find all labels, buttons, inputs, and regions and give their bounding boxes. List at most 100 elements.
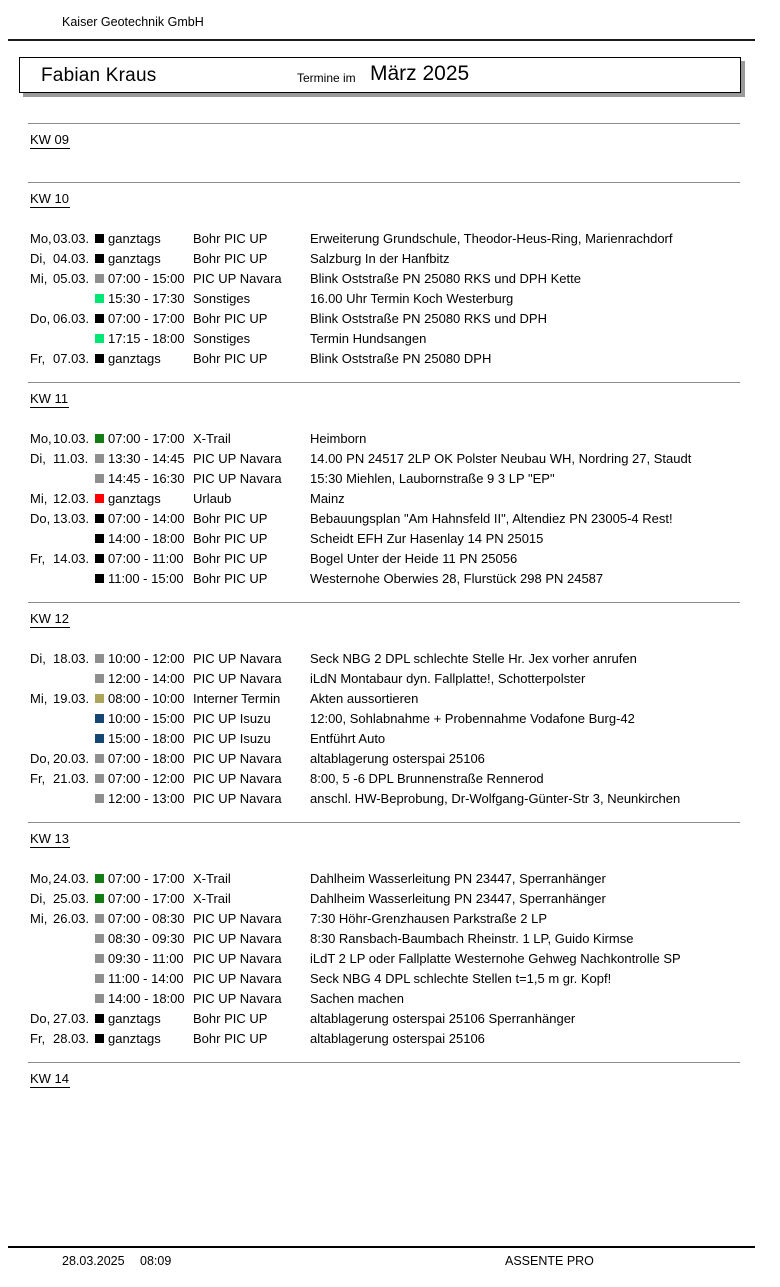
entry-day-date: 05.03.	[53, 271, 90, 286]
appointment-row: 10:00 - 15:00 PIC UP Isuzu 12:00, Sohlab…	[0, 709, 780, 729]
entry-day	[30, 531, 53, 546]
entry-description: Bogel Unter der Heide 11 PN 25056	[310, 551, 518, 566]
entry-day: Mo,24.03.	[30, 871, 89, 886]
entry-time: ganztags	[108, 231, 161, 246]
entry-day: Do, 13.03.	[30, 511, 89, 526]
category-color-square	[95, 234, 104, 243]
entry-category: Bohr PIC UP	[193, 311, 268, 326]
entry-description: altablagerung osterspai 25106	[310, 1031, 485, 1046]
entry-day-date: 26.03.	[53, 911, 90, 926]
category-color-square	[95, 914, 104, 923]
entry-description: Sachen machen	[310, 991, 404, 1006]
title-box: Fabian Kraus Termine im März 2025	[19, 57, 741, 93]
entry-day-abbr: Mi,	[30, 911, 48, 926]
entry-day-abbr: Di,	[30, 651, 46, 666]
entry-day-date: 28.03.	[53, 1031, 90, 1046]
category-color-square	[95, 434, 104, 443]
entry-time: 08:00 - 10:00	[108, 691, 185, 706]
category-color-square	[95, 314, 104, 323]
category-color-square	[95, 354, 104, 363]
entry-category: PIC UP Navara	[193, 451, 282, 466]
category-color-square	[95, 1014, 104, 1023]
category-color-square	[95, 994, 104, 1003]
entry-category: Interner Termin	[193, 691, 281, 706]
entry-time: 07:00 - 17:00	[108, 891, 185, 906]
entry-category: X-Trail	[193, 871, 231, 886]
entry-description: altablagerung osterspai 25106 Sperranhän…	[310, 1011, 576, 1026]
header-rule	[8, 39, 755, 41]
entry-description: Termin Hundsangen	[310, 331, 427, 346]
entry-time: ganztags	[108, 1031, 161, 1046]
title-prefix: Termine im	[297, 71, 356, 85]
appointment-row: Mo,03.03. ganztags Bohr PIC UP Erweiteru…	[0, 229, 780, 249]
print-time: 08:09	[140, 1254, 172, 1268]
week-rule	[28, 602, 740, 603]
entry-day: Fr, 07.03.	[30, 351, 89, 366]
entry-day-date: 18.03.	[53, 651, 90, 666]
entry-day-date: 20.03.	[53, 751, 90, 766]
entry-category: PIC UP Navara	[193, 671, 282, 686]
appointment-row: 12:00 - 13:00 PIC UP Navara anschl. HW-B…	[0, 789, 780, 809]
entry-day-abbr: Fr,	[30, 351, 46, 366]
person-name: Fabian Kraus	[41, 65, 157, 86]
appointment-row: 12:00 - 14:00 PIC UP Navara iLdN Montaba…	[0, 669, 780, 689]
entry-day-date: 25.03.	[53, 891, 90, 906]
entry-category: Bohr PIC UP	[193, 351, 268, 366]
entry-time: 14:45 - 16:30	[108, 471, 185, 486]
entry-category: PIC UP Navara	[193, 751, 282, 766]
week-rule	[28, 382, 740, 383]
entry-category: PIC UP Navara	[193, 931, 282, 946]
appointment-row: Di, 18.03. 10:00 - 12:00 PIC UP Navara Se…	[0, 649, 780, 669]
entry-description: Scheidt EFH Zur Hasenlay 14 PN 25015	[310, 531, 544, 546]
entry-day-date: 19.03.	[53, 691, 90, 706]
appointment-row: 14:00 - 18:00 PIC UP Navara Sachen mache…	[0, 989, 780, 1009]
entry-time: ganztags	[108, 251, 161, 266]
entry-day	[30, 671, 53, 686]
category-color-square	[95, 754, 104, 763]
appointment-row: 15:00 - 18:00 PIC UP Isuzu Entführt Auto	[0, 729, 780, 749]
entry-description: Salzburg In der Hanfbitz	[310, 251, 450, 266]
entry-day: Mi, 05.03.	[30, 271, 89, 286]
entry-description: 7:30 Höhr-Grenzhausen Parkstraße 2 LP	[310, 911, 548, 926]
entry-category: PIC UP Navara	[193, 791, 282, 806]
entry-description: 12:00, Sohlabnahme + Probennahme Vodafon…	[310, 711, 635, 726]
entry-time: ganztags	[108, 351, 161, 366]
week-label: KW 14	[30, 1071, 71, 1088]
entry-day: Do, 27.03.	[30, 1011, 89, 1026]
entry-category: Bohr PIC UP	[193, 531, 268, 546]
appointment-row: Mo,10.03. 07:00 - 17:00 X-Trail Heimborn	[0, 429, 780, 449]
entry-description: Seck NBG 2 DPL schlechte Stelle Hr. Jex …	[310, 651, 637, 666]
appointment-row: 09:30 - 11:00 PIC UP Navara iLdT 2 LP od…	[0, 949, 780, 969]
appointment-row: Do, 20.03. 07:00 - 18:00 PIC UP Navara al…	[0, 749, 780, 769]
category-color-square	[95, 894, 104, 903]
entry-category: PIC UP Navara	[193, 911, 282, 926]
entry-category: PIC UP Navara	[193, 771, 282, 786]
entry-time: 13:30 - 14:45	[108, 451, 185, 466]
category-color-square	[95, 734, 104, 743]
entry-day-abbr: Do,	[30, 511, 51, 526]
entry-description: anschl. HW-Beprobung, Dr-Wolfgang-Günter…	[310, 791, 681, 806]
entry-day-date: 06.03.	[53, 311, 90, 326]
appointment-row: 11:00 - 14:00 PIC UP Navara Seck NBG 4 D…	[0, 969, 780, 989]
appointment-row: Mo,24.03. 07:00 - 17:00 X-Trail Dahlheim…	[0, 869, 780, 889]
appointment-row: Do, 06.03. 07:00 - 17:00 Bohr PIC UP Blin…	[0, 309, 780, 329]
entry-time: 17:15 - 18:00	[108, 331, 185, 346]
entry-category: PIC UP Isuzu	[193, 731, 271, 746]
appointment-row: Fr, 28.03. ganztags Bohr PIC UP altablage…	[0, 1029, 780, 1049]
entry-day-abbr: Di,	[30, 891, 46, 906]
category-color-square	[95, 714, 104, 723]
entry-day: Fr, 28.03.	[30, 1031, 89, 1046]
entry-day	[30, 471, 53, 486]
entry-day-abbr: Fr,	[30, 771, 46, 786]
entry-category: X-Trail	[193, 431, 231, 446]
entry-day: Mo,03.03.	[30, 231, 89, 246]
appointment-row: 11:00 - 15:00 Bohr PIC UP Westernohe Obe…	[0, 569, 780, 589]
entry-category: Bohr PIC UP	[193, 571, 268, 586]
category-color-square	[95, 1034, 104, 1043]
category-color-square	[95, 254, 104, 263]
entry-day-abbr: Mo,	[30, 871, 52, 886]
appointment-row: 14:45 - 16:30 PIC UP Navara 15:30 Miehle…	[0, 469, 780, 489]
entry-time: 09:30 - 11:00	[108, 951, 184, 966]
entry-time: 07:00 - 08:30	[108, 911, 185, 926]
entry-time: 07:00 - 11:00	[108, 551, 184, 566]
